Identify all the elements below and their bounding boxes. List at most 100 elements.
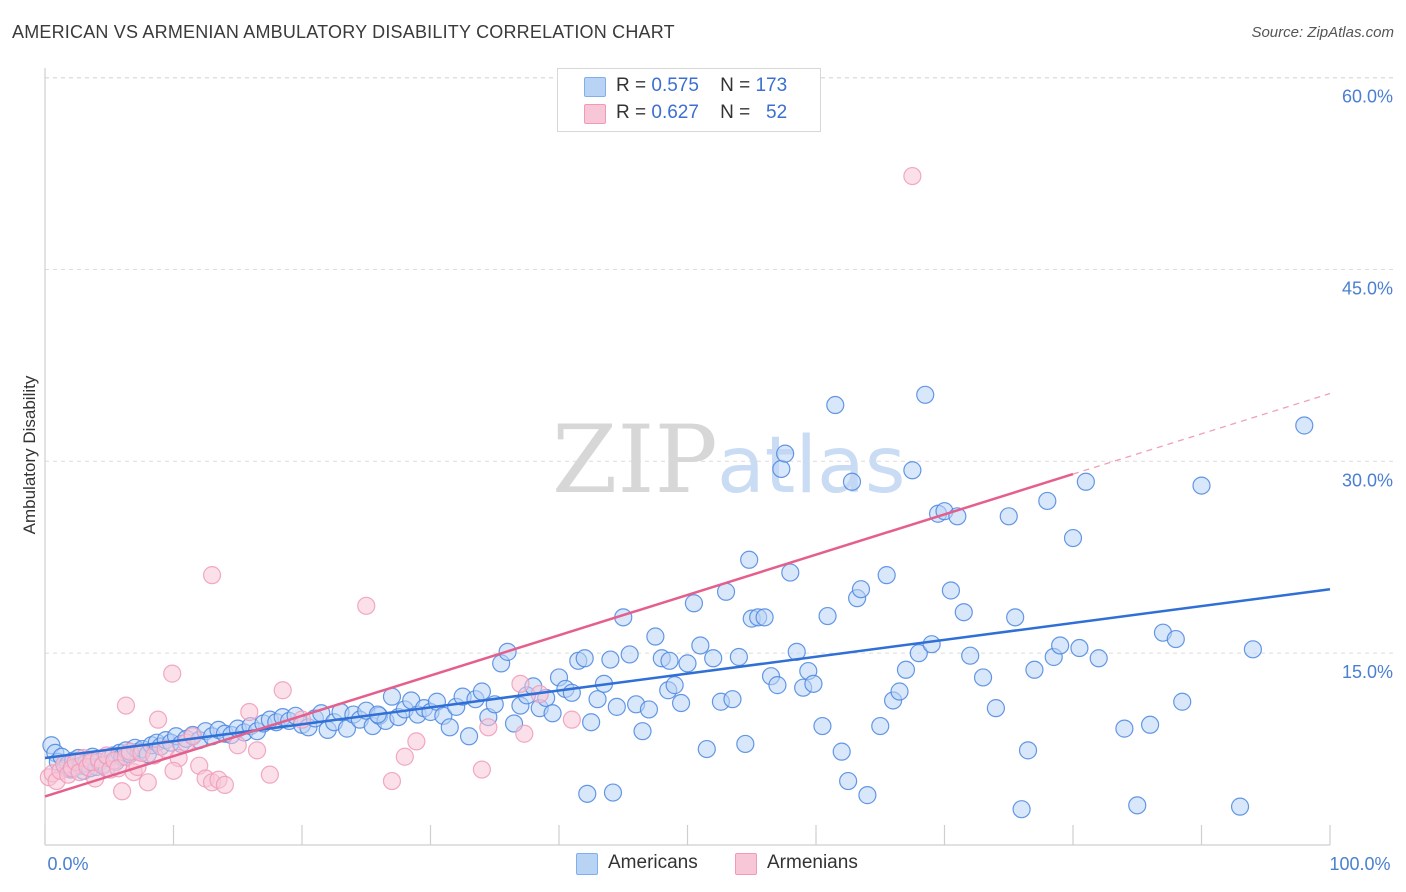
american-point bbox=[871, 716, 890, 736]
american-point bbox=[826, 395, 845, 415]
y-axis-label: Ambulatory Disability bbox=[20, 375, 39, 534]
american-point bbox=[1230, 797, 1250, 816]
legend-swatch-armenians bbox=[584, 104, 606, 124]
american-point bbox=[973, 668, 993, 687]
american-point bbox=[639, 700, 659, 719]
american-point bbox=[633, 722, 652, 741]
armenian-point bbox=[357, 596, 376, 615]
american-point bbox=[684, 594, 704, 613]
american-point bbox=[588, 690, 607, 709]
american-point bbox=[665, 676, 684, 695]
american-point bbox=[691, 636, 710, 655]
american-point bbox=[1025, 660, 1044, 679]
american-point bbox=[755, 608, 774, 627]
bottom-legend-label-armenians: Armenians bbox=[767, 852, 858, 873]
trend-lines bbox=[44, 392, 1331, 798]
armenian-trend-line bbox=[44, 472, 1074, 798]
legend-r-label: R = bbox=[616, 75, 647, 96]
watermark-zip: ZIP bbox=[552, 406, 718, 515]
bottom-legend-swatch-armenians bbox=[735, 853, 757, 875]
american-point bbox=[832, 742, 851, 761]
american-point bbox=[1295, 416, 1314, 435]
armenian-point bbox=[472, 760, 491, 779]
armenian-point bbox=[395, 747, 414, 766]
american-point bbox=[620, 645, 639, 664]
american-point bbox=[704, 649, 723, 668]
american-point bbox=[842, 472, 862, 491]
y-tick-label: 60.0% bbox=[1342, 87, 1393, 107]
american-point bbox=[851, 580, 871, 599]
american-point bbox=[772, 459, 791, 479]
american-point bbox=[1089, 649, 1108, 668]
armenian-point bbox=[903, 166, 922, 186]
legend-swatch-americans bbox=[584, 77, 606, 97]
american-point bbox=[1076, 472, 1095, 491]
armenian-point bbox=[228, 736, 247, 755]
american-point bbox=[1006, 608, 1025, 627]
american-point bbox=[1063, 528, 1083, 548]
y-tick-label: 30.0% bbox=[1342, 470, 1393, 490]
axis-labels: 15.0% 30.0% 45.0% 60.0% 0.0% 100.0% Ambulatory… bbox=[20, 87, 1393, 874]
american-point bbox=[1038, 491, 1057, 511]
american-point bbox=[858, 786, 877, 805]
american-point bbox=[543, 704, 562, 723]
armenian-point bbox=[163, 664, 182, 683]
armenian-point bbox=[511, 674, 530, 693]
american-point bbox=[954, 603, 973, 622]
american-point bbox=[1115, 719, 1134, 738]
american-point bbox=[603, 783, 623, 802]
armenian-point bbox=[164, 761, 183, 780]
american-point bbox=[601, 650, 620, 669]
armenian-point bbox=[515, 724, 534, 743]
legend-row-armenians: R = 0.627 N = 52 bbox=[558, 101, 818, 127]
legend-r-value: 0.575 bbox=[651, 75, 699, 96]
american-point bbox=[986, 699, 1006, 718]
legend-n-value: 173 bbox=[755, 75, 788, 96]
legend-n-label: N = bbox=[720, 102, 751, 123]
armenian-point bbox=[215, 775, 234, 794]
american-point bbox=[1018, 741, 1038, 760]
legend-r-label: R = bbox=[616, 102, 647, 123]
american-point bbox=[839, 771, 858, 791]
legend-row-americans: R = 0.575 N = 173 bbox=[558, 74, 818, 100]
watermark-atlas: atlas bbox=[717, 421, 906, 511]
american-point bbox=[472, 682, 491, 701]
american-point bbox=[999, 507, 1018, 526]
armenian-point bbox=[562, 710, 581, 729]
armenian-point bbox=[273, 681, 292, 700]
data-points bbox=[39, 166, 1314, 819]
american-trend-line bbox=[44, 587, 1331, 760]
american-point bbox=[916, 385, 935, 404]
american-point bbox=[1051, 636, 1070, 655]
american-point bbox=[697, 739, 716, 759]
armenian-trend-extension bbox=[1072, 392, 1331, 475]
legend-r-value: 0.627 bbox=[651, 102, 699, 123]
grid-lines bbox=[45, 77, 1395, 654]
american-point bbox=[578, 784, 597, 803]
armenian-point bbox=[240, 702, 259, 722]
american-point bbox=[776, 444, 795, 463]
american-point bbox=[804, 674, 823, 693]
american-point bbox=[1070, 638, 1089, 658]
legend-n-value: 52 bbox=[766, 102, 788, 123]
american-point bbox=[896, 660, 916, 679]
american-point bbox=[961, 646, 980, 665]
american-point bbox=[1166, 629, 1185, 649]
american-point bbox=[607, 697, 626, 716]
american-point bbox=[440, 718, 459, 737]
american-point bbox=[459, 727, 479, 746]
axes bbox=[44, 68, 1331, 846]
american-point bbox=[1243, 640, 1263, 659]
american-point bbox=[1173, 692, 1192, 711]
bottom-legend-label-americans: Americans bbox=[608, 852, 698, 873]
legend: R = 0.575 N = 173 R = 0.627 N = 52 bbox=[557, 68, 821, 132]
american-point bbox=[1012, 800, 1031, 819]
armenian-point bbox=[260, 765, 279, 784]
bottom-legend-swatch-americans bbox=[576, 853, 598, 875]
american-point bbox=[671, 693, 691, 713]
armenian-point bbox=[382, 771, 402, 791]
american-point bbox=[890, 682, 909, 701]
x-tick-label: 0.0% bbox=[47, 854, 88, 874]
armenian-point bbox=[202, 566, 222, 585]
